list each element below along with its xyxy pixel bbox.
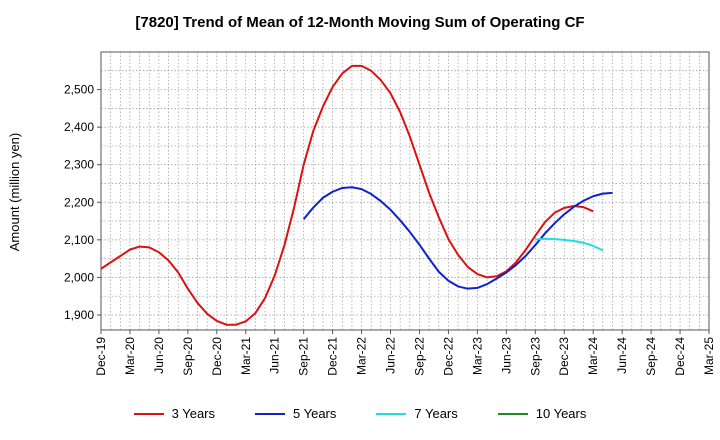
y-tick-label: 2,400 — [64, 120, 94, 134]
x-tick-label: Jun-21 — [268, 337, 282, 374]
x-tick-label: Mar-25 — [702, 337, 716, 375]
x-tick-label: Mar-22 — [355, 337, 369, 375]
x-tick-label: Sep-21 — [297, 337, 311, 376]
y-axis-label: Amount (million yen) — [7, 133, 22, 252]
x-tick-label: Mar-23 — [470, 337, 484, 375]
legend-label: 10 Years — [535, 406, 587, 421]
y-tick-label: 2,500 — [64, 83, 94, 97]
legend-swatch — [376, 412, 407, 415]
x-tick-label: Mar-21 — [239, 337, 253, 375]
plot-frame — [100, 51, 710, 331]
x-tick-label: Jun-23 — [499, 337, 513, 374]
x-tick-label: Jun-24 — [615, 337, 629, 374]
x-tick-label: Sep-24 — [644, 337, 658, 376]
legend-swatch — [255, 412, 285, 415]
legend-item: 5 Years — [255, 406, 336, 421]
legend-item: 3 Years — [133, 406, 215, 421]
x-tick-label: Dec-24 — [673, 337, 687, 376]
x-tick-label: Jun-20 — [152, 337, 166, 374]
series-line-3-years — [100, 64, 594, 326]
series-layer — [100, 64, 613, 326]
legend-label: 5 Years — [293, 406, 337, 421]
legend-label: 7 Years — [414, 406, 458, 421]
y-tick-label: 2,200 — [64, 195, 94, 209]
y-tick-label: 2,000 — [64, 270, 94, 284]
chart-title: [7820] Trend of Mean of 12-Month Moving … — [135, 14, 585, 31]
x-tick-label: Dec-23 — [557, 337, 571, 376]
x-tick-label: Sep-20 — [181, 337, 195, 376]
x-tick-label: Mar-24 — [586, 337, 600, 375]
series-line-7-years — [535, 237, 604, 252]
x-tick-label: Dec-19 — [94, 337, 108, 376]
y-tick-label: 1,900 — [64, 308, 94, 322]
x-tick-label: Mar-20 — [123, 337, 137, 375]
y-tick-label: 2,100 — [64, 233, 94, 247]
legend-item: 10 Years — [497, 406, 587, 421]
axis-layer: 1,900 2,000 2,100 2,200 2,300 2,400 2,500 Dec-1… — [64, 83, 716, 376]
y-tick-label: 2,300 — [64, 158, 94, 172]
legend-swatch — [133, 412, 164, 415]
grid-layer — [101, 52, 709, 330]
legend-label: 3 Years — [171, 406, 215, 421]
x-tick-label: Sep-22 — [412, 337, 426, 376]
x-tick-label: Dec-20 — [210, 337, 224, 376]
x-tick-label: Sep-23 — [528, 337, 542, 376]
series-line-5-years — [302, 186, 613, 290]
x-tick-label: Dec-22 — [441, 337, 455, 376]
legend: 3 Years 5 Years 7 Years 10 Years — [0, 406, 720, 421]
legend-item: 7 Years — [376, 406, 458, 421]
x-tick-label: Jun-22 — [384, 337, 398, 374]
legend-swatch — [497, 412, 528, 415]
x-tick-label: Dec-21 — [326, 337, 340, 376]
